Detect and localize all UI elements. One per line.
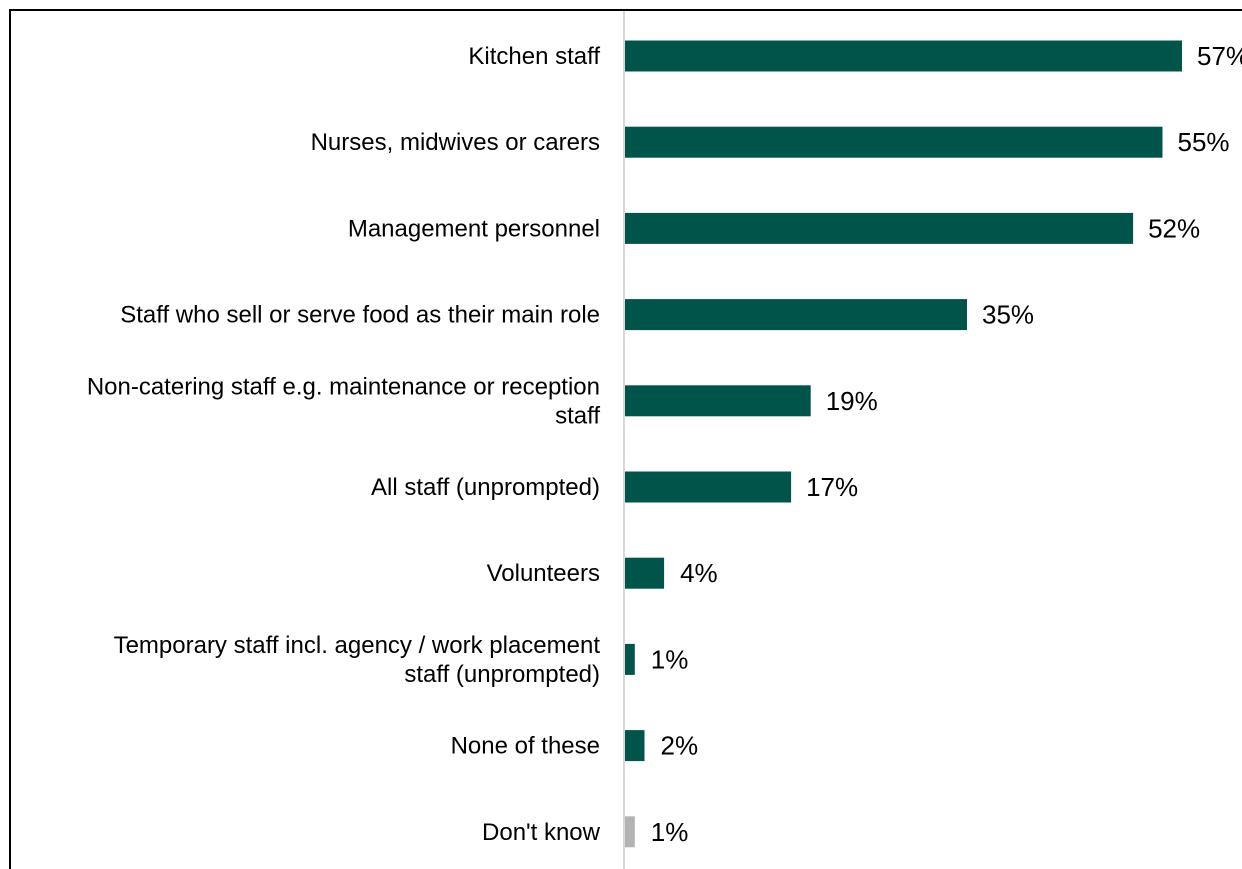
category-labels: Kitchen staff Nurses, midwives or carers M… <box>87 43 601 846</box>
value-label: 1% <box>651 644 689 674</box>
value-label: 19% <box>826 386 878 416</box>
bar <box>625 557 665 589</box>
bar <box>625 730 645 762</box>
value-label: 57% <box>1197 41 1242 71</box>
value-label: 17% <box>806 472 858 502</box>
value-labels: 57% 55% 52% 35% 19% 17% 4% 1% 2% 1% <box>651 41 1242 847</box>
bar <box>625 385 811 417</box>
value-label: 55% <box>1178 127 1230 157</box>
value-label: 52% <box>1148 213 1200 243</box>
category-label: Don't know <box>482 819 601 846</box>
value-label: 1% <box>651 817 689 847</box>
category-label: Temporary staff incl. agency / work plac… <box>114 632 601 688</box>
chart-border <box>9 9 1242 869</box>
category-label: Volunteers <box>487 560 600 587</box>
value-label: 2% <box>661 731 699 761</box>
bars <box>625 40 1182 848</box>
bar <box>625 471 792 503</box>
bar <box>625 299 967 331</box>
category-label: All staff (unprompted) <box>371 474 600 501</box>
category-label: Staff who sell or serve food as their ma… <box>120 302 600 329</box>
value-label: 35% <box>982 300 1034 330</box>
category-label: Nurses, midwives or carers <box>311 129 600 156</box>
bar <box>625 40 1182 72</box>
bar <box>625 816 635 848</box>
category-label: None of these <box>451 733 600 760</box>
bar <box>625 212 1134 244</box>
bar <box>625 643 635 675</box>
value-label: 4% <box>680 558 718 588</box>
category-label: Management personnel <box>348 215 600 242</box>
category-label: Kitchen staff <box>468 43 600 70</box>
bar <box>625 126 1163 158</box>
category-label: Non-catering staff e.g. maintenance or r… <box>87 373 601 429</box>
